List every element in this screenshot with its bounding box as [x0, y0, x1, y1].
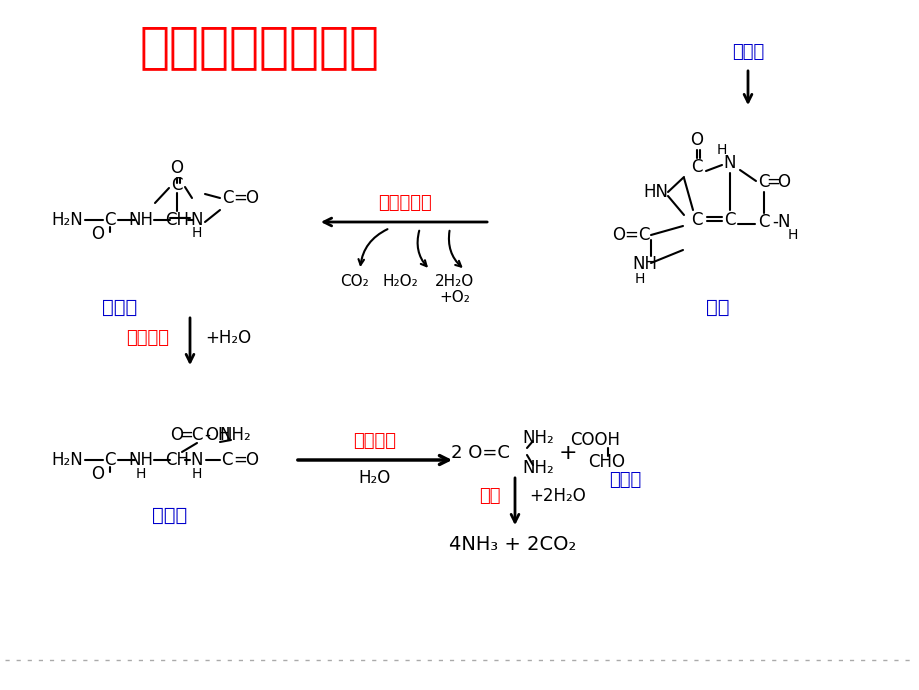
Text: NH: NH: [129, 451, 153, 469]
Text: 乙醛酸: 乙醛酸: [608, 471, 641, 489]
Text: O: O: [91, 465, 105, 483]
Text: H₂N: H₂N: [51, 211, 83, 229]
Text: C: C: [104, 451, 116, 469]
Text: C: C: [723, 211, 735, 229]
Text: 尿囊酸: 尿囊酸: [153, 506, 187, 524]
Text: 尿酸: 尿酸: [706, 297, 729, 317]
Text: C: C: [757, 173, 769, 191]
Text: 尿囊素: 尿囊素: [102, 297, 138, 317]
Text: O: O: [777, 173, 789, 191]
Text: N: N: [723, 154, 735, 172]
Text: HN: HN: [642, 183, 668, 201]
Text: O: O: [612, 226, 625, 244]
Text: H: H: [191, 467, 202, 481]
Text: O: O: [690, 131, 703, 149]
Text: C: C: [222, 189, 233, 207]
Text: +2H₂O: +2H₂O: [529, 487, 585, 505]
Text: H: H: [716, 143, 726, 157]
Text: NH₂: NH₂: [522, 429, 553, 447]
Text: H: H: [634, 272, 644, 286]
Text: CHO: CHO: [588, 453, 625, 471]
Text: 尿酸氧化酶: 尿酸氧化酶: [378, 194, 431, 212]
Text: H: H: [136, 467, 146, 481]
Text: -: -: [771, 213, 777, 231]
Text: -: -: [204, 426, 210, 444]
Text: +O₂: +O₂: [439, 290, 470, 306]
Text: C: C: [221, 451, 233, 469]
Text: C: C: [638, 226, 649, 244]
Text: 嘌呤碱的分解代谢: 嘌呤碱的分解代谢: [140, 23, 380, 71]
Text: +: +: [558, 443, 577, 463]
Text: C: C: [690, 158, 702, 176]
Text: NH: NH: [129, 211, 153, 229]
Text: H: H: [787, 228, 798, 242]
Text: 尿囊酸酶: 尿囊酸酶: [353, 432, 396, 450]
Text: H: H: [191, 226, 202, 240]
Text: NH₂: NH₂: [219, 426, 251, 444]
Text: C: C: [757, 213, 769, 231]
Text: =: =: [233, 451, 246, 469]
Text: N: N: [190, 211, 203, 229]
Text: O: O: [170, 426, 183, 444]
Text: 2 O=C: 2 O=C: [450, 444, 509, 462]
Text: =: =: [766, 173, 779, 191]
Text: O: O: [170, 159, 183, 177]
Text: C: C: [171, 176, 183, 194]
Text: CH: CH: [165, 451, 188, 469]
Text: =: =: [623, 226, 637, 244]
Text: 脲酶: 脲酶: [479, 487, 500, 505]
Text: H₂N: H₂N: [51, 451, 83, 469]
Text: +H₂O: +H₂O: [205, 329, 251, 347]
Text: 4NH₃ + 2CO₂: 4NH₃ + 2CO₂: [448, 535, 576, 555]
Text: 2H₂O: 2H₂O: [435, 275, 474, 290]
Text: COOH: COOH: [570, 431, 619, 449]
Text: O: O: [245, 451, 258, 469]
Text: NH: NH: [632, 255, 657, 273]
Text: N: N: [777, 213, 789, 231]
Text: C: C: [191, 426, 202, 444]
Text: H₂O: H₂O: [358, 469, 391, 487]
Text: 尿囊素酶: 尿囊素酶: [127, 329, 169, 347]
Text: CO₂: CO₂: [340, 275, 369, 290]
Text: 黄嘌呤: 黄嘌呤: [732, 43, 764, 61]
Text: =: =: [179, 426, 193, 444]
Text: =: =: [233, 189, 246, 207]
Text: O: O: [91, 225, 105, 243]
Text: NH₂: NH₂: [522, 459, 553, 477]
Text: OH: OH: [205, 426, 231, 444]
Text: C: C: [690, 211, 702, 229]
Text: O: O: [245, 189, 258, 207]
Text: H₂O₂: H₂O₂: [381, 275, 417, 290]
Text: N: N: [190, 451, 203, 469]
Text: CH: CH: [165, 211, 188, 229]
Text: C: C: [104, 211, 116, 229]
